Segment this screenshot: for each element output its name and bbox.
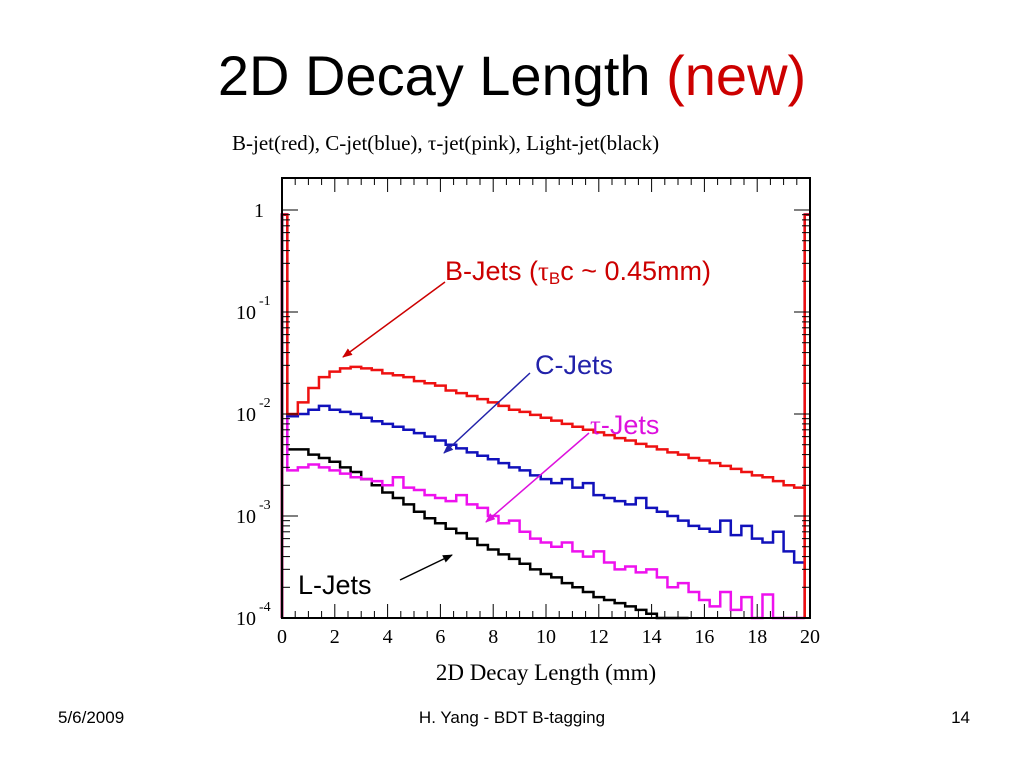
x-tick-label: 2 — [330, 626, 340, 648]
x-tick-label: 20 — [800, 626, 820, 648]
x-tick-label: 16 — [694, 626, 714, 648]
footer-center: H. Yang - BDT B-tagging — [418, 708, 606, 727]
y-tick-label-base: 10 — [236, 404, 256, 426]
y-tick-label-exponent: -2 — [259, 396, 271, 411]
annotation-bjets-sub: B — [548, 269, 561, 288]
y-tick-label: 10-2 — [236, 396, 271, 426]
slide-title-accent: (new) — [666, 44, 807, 107]
series-cjet — [280, 213, 806, 618]
plot-caption: B-jet(red), C-jet(blue), τ-jet(pink), Li… — [232, 131, 660, 155]
y-tick-label-base: 10 — [236, 302, 256, 324]
annotation-taujets: τ-Jets — [590, 412, 659, 439]
arrow-ljets — [399, 554, 453, 581]
arrow-taujets — [485, 432, 590, 523]
x-tick-label: 4 — [383, 626, 393, 648]
annotation-bjets-prefix: B-Jets ( — [445, 256, 539, 286]
x-tick-labels: 0 2 4 6 8 10 12 14 16 18 20 — [277, 626, 820, 648]
axis-ticks — [281, 178, 811, 619]
slide-title-main: 2D Decay Length — [217, 44, 651, 107]
annotation-bjets-suffix: c ~ 0.45mm) — [560, 256, 712, 286]
x-tick-label: 6 — [435, 626, 445, 648]
x-tick-label: 8 — [488, 626, 498, 648]
annotation-cjets: C-Jets — [535, 350, 614, 380]
y-tick-label-base: 10 — [236, 506, 256, 528]
series-bjet — [280, 213, 806, 618]
annotation-bjets: B-Jets (τBc ~ 0.45mm) — [445, 256, 712, 288]
arrow-bjets — [342, 281, 446, 358]
x-tick-label: 10 — [536, 626, 556, 648]
y-tick-label-base: 1 — [254, 200, 264, 222]
arrow-cjets — [443, 372, 531, 454]
x-tick-label: 18 — [747, 626, 767, 648]
y-tick-label: 10-3 — [236, 498, 271, 528]
slide-title: 2D Decay Length (new) — [0, 48, 1024, 104]
y-tick-label-exponent: -3 — [259, 498, 271, 513]
y-tick-label-exponent: -4 — [259, 600, 271, 615]
annotation-taujets-text: -Jets — [600, 410, 660, 440]
x-axis-label: 2D Decay Length (mm) — [436, 660, 656, 685]
series-ljet — [280, 213, 689, 620]
y-tick-label-base: 10 — [236, 608, 256, 630]
x-tick-label: 0 — [277, 626, 287, 648]
footer-date: 5/6/2009 — [58, 708, 125, 727]
x-tick-label: 12 — [589, 626, 609, 648]
annotation-arrows — [342, 281, 590, 581]
y-tick-labels: 10-410-310-210-11 — [236, 200, 271, 630]
y-tick-label-exponent: -1 — [259, 294, 271, 309]
y-tick-label: 10-1 — [236, 294, 271, 324]
y-tick-label: 10-4 — [236, 600, 271, 630]
annotation-bjets-tau: τ — [538, 256, 549, 286]
x-tick-label: 14 — [642, 626, 662, 648]
plot-frame — [281, 177, 811, 619]
series-taujet — [280, 213, 805, 620]
y-tick-label: 1 — [254, 200, 264, 222]
annotation-ljets: L-Jets — [298, 570, 372, 600]
footer-page-number: 14 — [951, 708, 970, 727]
annotation-taujets-tau: τ — [590, 410, 601, 440]
